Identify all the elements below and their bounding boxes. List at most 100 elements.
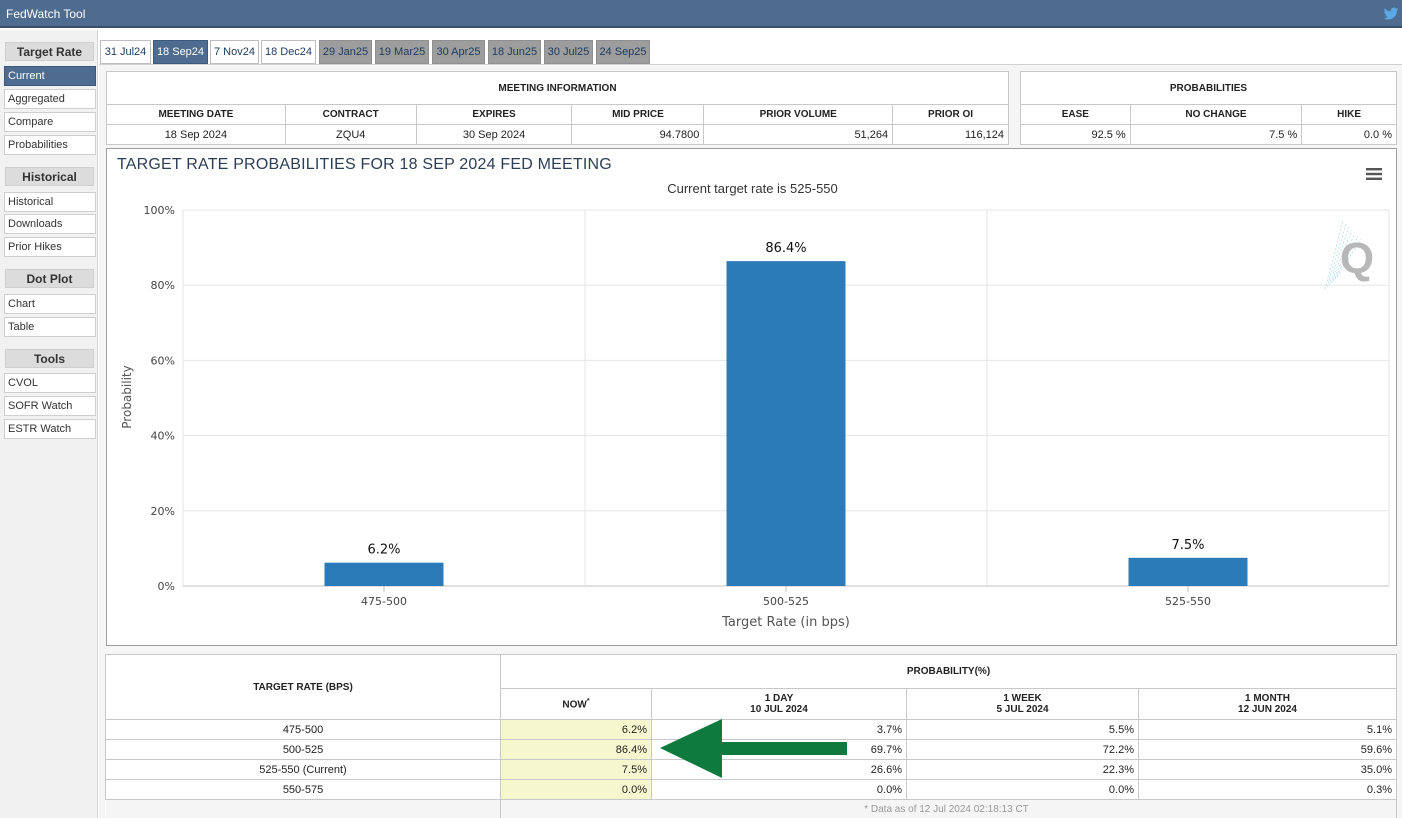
col-1-day: 1 DAY 10 JUL 2024 <box>651 688 907 720</box>
watermark-line <box>1332 232 1356 282</box>
sidebar-item-chart[interactable]: Chart <box>4 294 96 314</box>
watermark-line <box>1330 229 1353 284</box>
now-cell: 86.4% <box>500 739 652 760</box>
arrow-annotation-icon <box>660 719 847 778</box>
col-ease: EASE <box>1020 104 1131 125</box>
now-cell: 7.5% <box>500 759 652 780</box>
sidebar-item-prior-hikes[interactable]: Prior Hikes <box>4 237 96 257</box>
probabilities-table: PROBABILITIES EASE NO CHANGE HIKE 92.5 %… <box>1020 71 1397 145</box>
probability-group-header: PROBABILITY(%) <box>500 654 1397 689</box>
sidebar-section-target-rate[interactable]: Target Rate <box>5 42 94 61</box>
sidebar-section-historical[interactable]: Historical <box>5 167 94 186</box>
target-rate-header: TARGET RATE (BPS) <box>105 654 501 720</box>
tab-29-jan25[interactable]: 29 Jan25 <box>319 40 372 64</box>
y-tick-label: 80% <box>151 279 175 292</box>
app-title: FedWatch Tool <box>6 7 86 21</box>
one-month-cell: 0.3% <box>1138 779 1397 800</box>
bar[interactable] <box>726 261 846 586</box>
one-week-cell: 72.2% <box>906 739 1139 760</box>
y-tick-label: 60% <box>151 354 175 367</box>
footnote: * Data as of 12 Jul 2024 02:18:13 CT <box>500 799 1397 818</box>
rate-cell: 500-525 <box>105 739 501 760</box>
tab-31-jul24[interactable]: 31 Jul24 <box>100 40 151 64</box>
col-1-day-label: 1 DAY <box>764 693 794 704</box>
bar-value-label: 86.4% <box>765 241 806 256</box>
one-day-cell: 0.0% <box>651 779 907 800</box>
contract-value: ZQU4 <box>284 124 417 145</box>
twitter-icon[interactable] <box>1383 6 1399 22</box>
col-contract: CONTRACT <box>284 104 417 125</box>
y-tick-label: 0% <box>158 580 175 593</box>
sidebar-item-cvol[interactable]: CVOL <box>4 373 96 393</box>
bar-chart: Q 0% 20% 40% 60% 80% 100% 6.2% 475-500 86.4% 500-… <box>120 204 1390 630</box>
col-prior-oi: PRIOR OI <box>892 104 1009 125</box>
table-row: 550-575 0.0% 0.0% 0.0% 0.3% <box>105 779 1397 800</box>
col-prior-volume: PRIOR VOLUME <box>703 104 894 125</box>
x-tick-label: 475-500 <box>361 595 407 608</box>
col-1-month-date: 12 JUN 2024 <box>1238 704 1297 715</box>
col-1-week-label: 1 WEEK <box>1003 693 1042 704</box>
prior-oi-value: 116,124 <box>892 124 1009 145</box>
one-week-cell: 5.5% <box>906 719 1139 740</box>
col-mid-price: MID PRICE <box>571 104 705 125</box>
chart-menu-icon[interactable] <box>1366 167 1382 181</box>
meeting-date-value: 18 Sep 2024 <box>106 124 286 145</box>
sidebar-item-historical[interactable]: Historical <box>4 192 96 212</box>
tab-30-apr25[interactable]: 30 Apr25 <box>432 40 485 64</box>
tab-24-sep25[interactable]: 24 Sep25 <box>596 40 650 64</box>
col-now-marker: * <box>586 697 590 705</box>
probability-table: TARGET RATE (BPS) PROBABILITY(%) NOW* 1 … <box>105 654 1397 818</box>
col-now: NOW* <box>500 688 652 720</box>
x-tick-label: 500-525 <box>763 595 809 608</box>
sidebar-item-probabilities[interactable]: Probabilities <box>4 135 96 155</box>
col-expires: EXPIRES <box>415 104 573 125</box>
x-axis-label: Target Rate (in bps) <box>721 615 850 630</box>
sidebar-section-dot-plot[interactable]: Dot Plot <box>5 269 94 288</box>
watermark-line <box>1326 223 1347 288</box>
one-month-cell: 59.6% <box>1138 739 1397 760</box>
meeting-info-heading: MEETING INFORMATION <box>106 71 1009 105</box>
one-month-cell: 5.1% <box>1138 719 1397 740</box>
tab-19-mar25[interactable]: 19 Mar25 <box>375 40 429 64</box>
title-bar: FedWatch Tool <box>0 0 1402 28</box>
sidebar-item-estr-watch[interactable]: ESTR Watch <box>4 419 96 439</box>
sidebar-item-downloads[interactable]: Downloads <box>4 214 96 234</box>
sidebar-item-sofr-watch[interactable]: SOFR Watch <box>4 396 96 416</box>
col-1-day-date: 10 JUL 2024 <box>750 704 808 715</box>
col-meeting-date: MEETING DATE <box>106 104 286 125</box>
one-week-cell: 0.0% <box>906 779 1139 800</box>
tab-18-jun25[interactable]: 18 Jun25 <box>488 40 541 64</box>
chart-subtitle: Current target rate is 525-550 <box>667 181 838 196</box>
sidebar-item-compare[interactable]: Compare <box>4 112 96 132</box>
now-cell: 6.2% <box>500 719 652 740</box>
sidebar-item-table[interactable]: Table <box>4 317 96 337</box>
col-now-label: NOW <box>562 699 587 711</box>
bar[interactable] <box>1128 557 1248 586</box>
col-1-month-label: 1 MONTH <box>1245 693 1290 704</box>
col-1-week: 1 WEEK 5 JUL 2024 <box>906 688 1139 720</box>
rate-cell: 550-575 <box>105 779 501 800</box>
col-1-month: 1 MONTH 12 JUN 2024 <box>1138 688 1397 720</box>
col-hike: HIKE <box>1301 104 1397 125</box>
x-tick-label: 525-550 <box>1165 595 1211 608</box>
hike-value: 0.0 % <box>1301 124 1397 145</box>
tab-7-nov24[interactable]: 7 Nov24 <box>210 40 259 64</box>
tab-18-dec24[interactable]: 18 Dec24 <box>261 40 316 64</box>
bar-value-label: 7.5% <box>1171 538 1204 553</box>
ease-value: 92.5 % <box>1020 124 1131 145</box>
tab-18-sep24[interactable]: 18 Sep24 <box>153 40 208 64</box>
sidebar-item-current[interactable]: Current <box>4 66 96 86</box>
one-month-cell: 35.0% <box>1138 759 1397 780</box>
expires-value: 30 Sep 2024 <box>415 124 573 145</box>
y-tick-label: 20% <box>151 505 175 518</box>
rate-cell: 475-500 <box>105 719 501 740</box>
svg-text:Q: Q <box>1340 234 1374 283</box>
sidebar-section-tools[interactable]: Tools <box>5 349 94 368</box>
sidebar-item-aggregated[interactable]: Aggregated <box>4 89 96 109</box>
prior-volume-value: 51,264 <box>703 124 894 145</box>
tab-30-jul25[interactable]: 30 Jul25 <box>544 40 593 64</box>
rate-cell: 525-550 (Current) <box>105 759 501 780</box>
y-tick-label: 40% <box>151 430 175 443</box>
bar[interactable] <box>324 562 444 586</box>
y-axis-label: Probability <box>120 365 134 428</box>
